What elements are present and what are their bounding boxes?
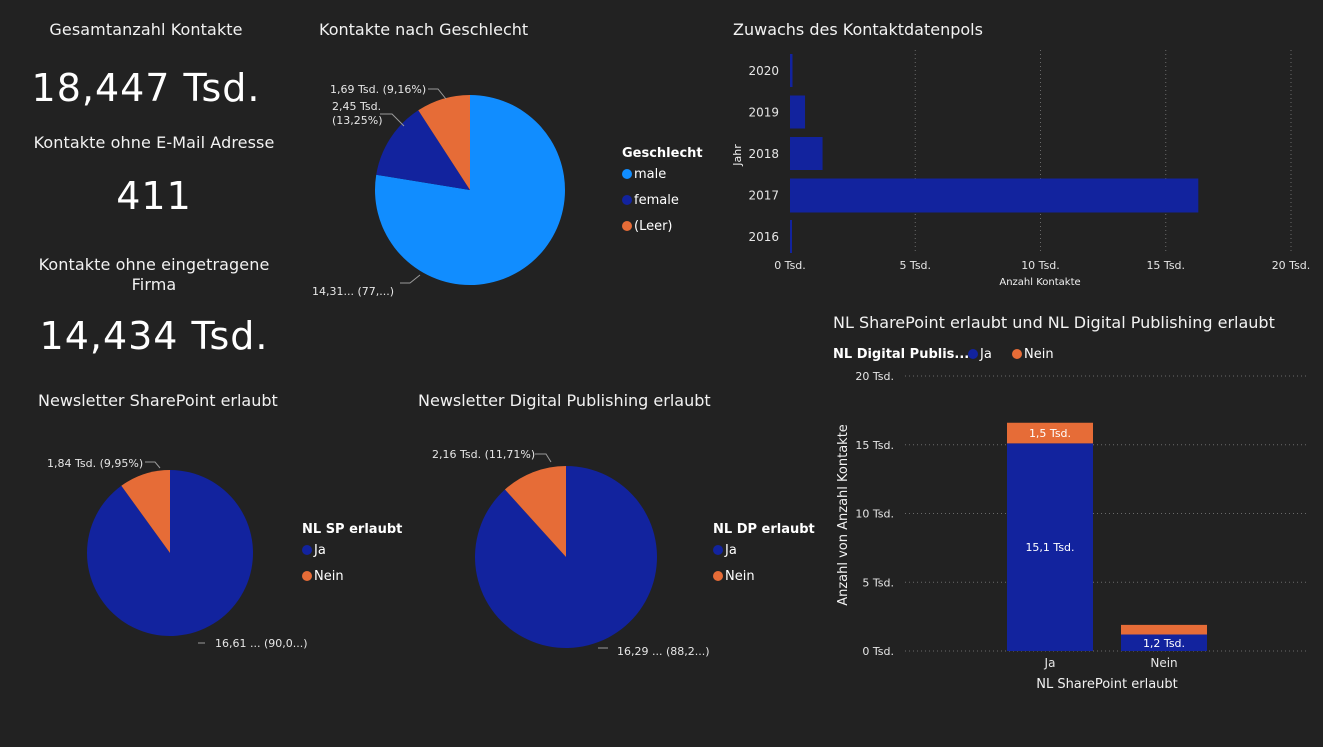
gender-leader-line xyxy=(428,88,447,100)
stacked-x-tick-label: Ja xyxy=(1044,656,1056,670)
growth-y-tick-label: 2019 xyxy=(748,106,779,120)
legend-item-nein[interactable]: Nein xyxy=(725,569,755,584)
kpi-noemail-value: 411 xyxy=(116,174,192,218)
nl-dp-chart-title: Newsletter Digital Publishing erlaubt xyxy=(418,391,711,410)
growth-y-tick-label: 2016 xyxy=(748,230,779,244)
stacked-data-label: 15,1 Tsd. xyxy=(1025,541,1074,554)
legend-marker-leer xyxy=(622,221,632,231)
gender-data-label: 2,45 Tsd. xyxy=(332,100,381,113)
growth-bar-2020[interactable] xyxy=(790,54,793,87)
stacked-data-label: 1,5 Tsd. xyxy=(1029,427,1071,440)
growth-x-tick-label: 0 Tsd. xyxy=(774,259,806,272)
stacked-bar-nein-ja[interactable] xyxy=(1121,634,1207,652)
stacked-bar-nein-nein[interactable] xyxy=(1121,624,1207,635)
stacked-y-tick-label: 10 Tsd. xyxy=(855,508,894,521)
legend-marker-female xyxy=(622,195,632,205)
kpi-total-value: 18,447 Tsd. xyxy=(31,66,261,110)
legend-marker-nein xyxy=(302,571,312,581)
stacked-y-tick-label: 0 Tsd. xyxy=(862,645,894,658)
legend-item-nein[interactable]: Nein xyxy=(314,569,344,584)
nl-sp-pie-chart[interactable]: 16,61 ... (90,0...) 1,84 Tsd. (9,95%) NL … xyxy=(30,440,410,670)
stacked-bar-chart[interactable]: NL Digital Publis... Ja Nein 15,1 Tsd. 1,5… xyxy=(825,340,1320,700)
legend-marker-ja xyxy=(302,545,312,555)
stacked-x-axis-label: NL SharePoint erlaubt xyxy=(1036,677,1178,692)
nl-sp-legend-title: NL SP erlaubt xyxy=(302,522,402,537)
stacked-chart-title: NL SharePoint erlaubt und NL Digital Pub… xyxy=(833,313,1275,332)
gender-data-label: (13,25%) xyxy=(332,114,383,127)
growth-x-tick-label: 15 Tsd. xyxy=(1146,259,1185,272)
stacked-y-axis-label: Anzahl von Anzahl Kontakte xyxy=(836,424,851,606)
stacked-legend-item-ja[interactable]: Ja xyxy=(979,347,992,362)
growth-bar-chart[interactable]: 2020 2019 2018 2017 2016 0 Tsd. 5 Tsd. 10 Tsd.… xyxy=(725,45,1320,295)
stacked-legend-marker-nein xyxy=(1012,349,1022,359)
growth-y-tick-label: 2017 xyxy=(748,189,779,203)
nldp-data-label: 16,29 ... (88,2...) xyxy=(617,645,710,658)
stacked-bar-ja-ja[interactable] xyxy=(1007,443,1093,651)
gender-leader-line xyxy=(380,113,405,127)
gender-slice-female[interactable] xyxy=(376,110,470,190)
stacked-y-tick-label: 15 Tsd. xyxy=(855,439,894,452)
growth-x-tick-label: 10 Tsd. xyxy=(1021,259,1060,272)
stacked-data-label: 1,2 Tsd. xyxy=(1143,637,1185,650)
gender-leader-line xyxy=(400,274,421,284)
stacked-x-tick-label: Nein xyxy=(1150,656,1177,670)
gender-pie-chart[interactable]: 14,31... (77,...) 2,45 Tsd.(13,25%) 1,69 T… xyxy=(300,60,720,310)
gender-legend-title: Geschlecht xyxy=(622,146,703,161)
legend-item-ja[interactable]: Ja xyxy=(313,543,326,558)
gender-data-label: 1,69 Tsd. (9,16%) xyxy=(330,83,426,96)
stacked-bar-ja-nein[interactable] xyxy=(1007,422,1093,444)
nldp-leader-line xyxy=(535,453,552,463)
legend-item-ja[interactable]: Ja xyxy=(724,543,737,558)
legend-item-female[interactable]: female xyxy=(634,193,679,208)
nlsp-slice-ja[interactable] xyxy=(86,470,253,636)
gender-chart-title: Kontakte nach Geschlecht xyxy=(319,20,529,39)
growth-x-axis-label: Anzahl Kontakte xyxy=(999,277,1080,288)
nl-sp-chart-title: Newsletter SharePoint erlaubt xyxy=(38,391,278,410)
nldp-slice-nein[interactable] xyxy=(504,466,566,557)
nlsp-data-label: 16,61 ... (90,0...) xyxy=(215,637,308,650)
growth-y-axis-label: Jahr xyxy=(731,144,744,167)
growth-y-tick-label: 2020 xyxy=(748,64,779,78)
stacked-legend-marker-ja xyxy=(968,349,978,359)
growth-bar-2016[interactable] xyxy=(790,220,792,253)
gender-slice-male[interactable] xyxy=(374,95,565,285)
gender-data-label: 14,31... (77,...) xyxy=(312,285,394,298)
nlsp-data-label: 1,84 Tsd. (9,95%) xyxy=(47,457,143,470)
gender-slice-leer[interactable] xyxy=(418,95,470,190)
nl-dp-legend-title: NL DP erlaubt xyxy=(713,522,815,537)
growth-y-tick-label: 2018 xyxy=(748,147,779,161)
kpi-nofirm-value: 14,434 Tsd. xyxy=(39,314,269,358)
nlsp-leader-line xyxy=(145,461,161,469)
nl-dp-pie-chart[interactable]: 16,29 ... (88,2...) 2,16 Tsd. (11,71%) NL… xyxy=(410,440,820,680)
kpi-nofirm-title: Kontakte ohne eingetragene Firma xyxy=(38,255,270,294)
stacked-y-tick-label: 20 Tsd. xyxy=(855,370,894,383)
growth-x-tick-label: 5 Tsd. xyxy=(899,259,931,272)
legend-marker-ja xyxy=(713,545,723,555)
stacked-legend-item-nein[interactable]: Nein xyxy=(1024,347,1054,362)
stacked-y-tick-label: 5 Tsd. xyxy=(862,576,894,589)
growth-chart-title: Zuwachs des Kontaktdatenpols xyxy=(733,20,983,39)
kpi-total-title: Gesamtanzahl Kontakte xyxy=(49,20,243,39)
nldp-data-label: 2,16 Tsd. (11,71%) xyxy=(432,448,535,461)
nlsp-slice-nein[interactable] xyxy=(121,470,170,553)
growth-bar-2017[interactable] xyxy=(790,178,1199,213)
growth-bar-2019[interactable] xyxy=(790,95,806,129)
legend-item-leer[interactable]: (Leer) xyxy=(634,219,673,234)
stacked-legend-title: NL Digital Publis... xyxy=(833,347,969,362)
legend-marker-nein xyxy=(713,571,723,581)
growth-bar-2018[interactable] xyxy=(790,137,823,170)
legend-item-male[interactable]: male xyxy=(634,167,666,182)
legend-marker-male xyxy=(622,169,632,179)
growth-x-tick-label: 20 Tsd. xyxy=(1272,259,1311,272)
kpi-noemail-title: Kontakte ohne E-Mail Adresse xyxy=(33,133,275,152)
